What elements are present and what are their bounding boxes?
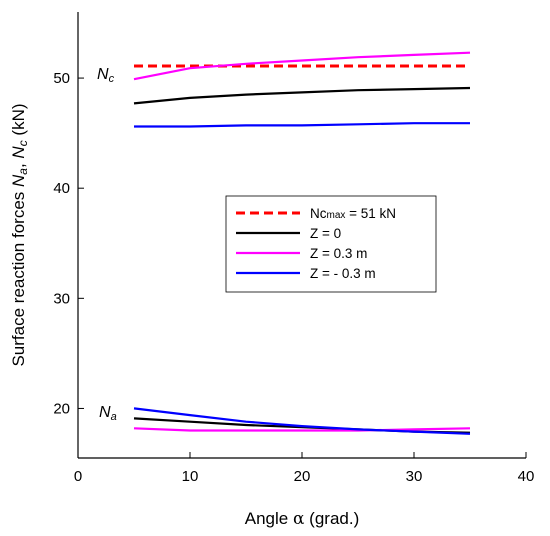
y-tick-label: 50: [53, 70, 70, 87]
series-line-2: [133, 51, 471, 81]
x-tick-label: 30: [406, 468, 423, 485]
legend-label-2: Z = 0.3 m: [310, 246, 367, 261]
x-axis-title: Angle α (grad.): [245, 509, 359, 529]
y-axis-title: Surface reaction forces Na, Nc (kN): [9, 103, 30, 366]
x-tick-label: 10: [182, 468, 199, 485]
series-line-5: [133, 427, 471, 432]
legend-label-3: Z = - 0.3 m: [310, 266, 376, 281]
legend: Ncmax = 51 kN Z = 0 Z = 0.3 m Z = - 0.3 m: [225, 195, 437, 293]
ticks: 0 10 20 30 40 20 30 40 50: [53, 70, 534, 485]
annotation-nc: Nc: [97, 66, 115, 85]
legend-label-1: Z = 0: [310, 226, 341, 241]
series-line-3: [134, 122, 470, 128]
x-tick-label: 20: [294, 468, 311, 485]
legend-label-0: Ncmax = 51 kN: [310, 206, 396, 221]
y-tick-label: 40: [53, 180, 70, 197]
series-line-6: [133, 407, 471, 435]
y-tick-label: 30: [53, 290, 70, 307]
annotation-na: Na: [99, 404, 117, 423]
series-layer: [133, 51, 471, 435]
legend-box: [225, 195, 437, 293]
x-tick-label: 40: [518, 468, 535, 485]
series-line-1: [133, 86, 471, 105]
y-tick-label: 20: [53, 400, 70, 417]
x-tick-label: 0: [74, 468, 82, 485]
